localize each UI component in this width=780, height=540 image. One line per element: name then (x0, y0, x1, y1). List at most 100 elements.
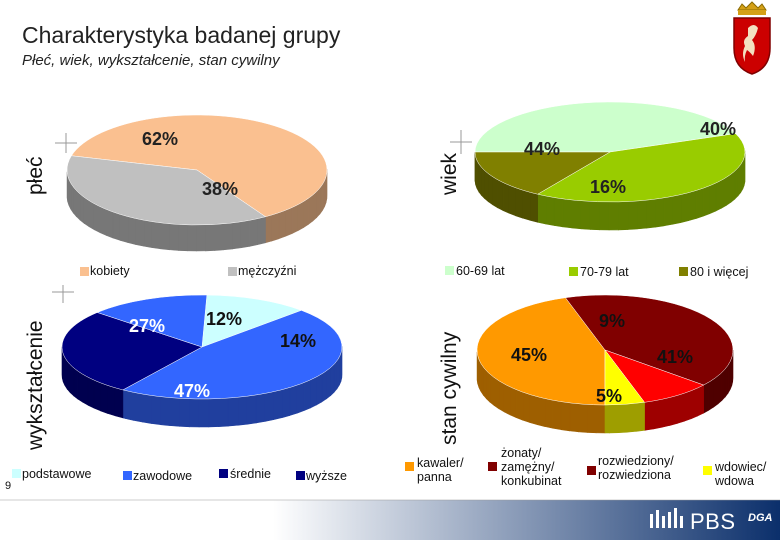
pie-slice (474, 101, 737, 153)
pie-slice-side (312, 190, 317, 222)
pie-slice-side (321, 370, 327, 403)
chart-stan-cywilny: 45% 41% 9% 5% (476, 294, 734, 434)
pie-slice-side (489, 373, 495, 407)
pie-slice-side (562, 198, 573, 229)
pie-slice-side (503, 383, 511, 416)
pie-slice-side (476, 351, 479, 384)
pie-slice-side (569, 402, 579, 433)
data-label: 14% (280, 331, 316, 351)
pie-slice-side (227, 396, 239, 427)
pie-slice-side (79, 193, 85, 224)
pie-slice (564, 294, 734, 386)
pie-slice-side (316, 373, 323, 406)
legend-swatch-70-79 (569, 267, 578, 276)
pie-slice-side (486, 369, 491, 403)
pie-slice-side (661, 397, 671, 428)
chart-plec-title: płeć (24, 156, 47, 195)
pie-slice-side (595, 404, 606, 434)
pie-slice-side (727, 360, 731, 395)
pie-slice-side (75, 189, 81, 221)
legend-label: kobiety (90, 264, 130, 278)
legend-swatch-rozwiedziony (587, 466, 596, 475)
legend-label: 60-69 lat (456, 264, 505, 278)
pie-slice-side (99, 206, 107, 236)
pie-slice-side (72, 185, 77, 218)
pie-slice-side (246, 394, 257, 425)
pie-slice (61, 312, 203, 391)
legend-label: wyższe (306, 469, 347, 483)
pie-slice-side (713, 375, 719, 408)
pie-slice-side (249, 218, 258, 247)
pie-slice-side (646, 198, 656, 229)
pie-slice-side (636, 199, 647, 230)
pie-slice-side (265, 214, 272, 244)
pie-slice-side (151, 395, 161, 426)
legend-label: średnie (230, 467, 271, 481)
pie-slice-side (214, 223, 224, 251)
page-subtitle: Płeć, wiek, wykształcenie, stan cywilny (22, 52, 280, 69)
pie-slice-side (740, 159, 744, 194)
page-title: Charakterystyka badanej grupy (22, 22, 341, 48)
pie-slice-side (297, 201, 304, 232)
pie-slice-side (64, 356, 68, 390)
legend-swatch-60-69 (445, 266, 454, 275)
pie-slice-side (107, 384, 116, 417)
pie-slice-side (703, 381, 709, 414)
pie-slice-side (289, 384, 298, 416)
pie-slice-side (484, 169, 489, 203)
legend-label: rozwiedziony/ rozwiedziona (598, 454, 674, 482)
chart-wyksztalcenie-title: wykształcenie (24, 320, 47, 450)
legend-swatch-kawaler (405, 462, 414, 471)
pie-slice-side (296, 382, 305, 414)
pie-slice-side (208, 398, 219, 428)
legend-label: wdowiec/ wdowa (715, 460, 767, 488)
pie-slice-side (726, 173, 732, 206)
pie-slice-side (278, 209, 286, 240)
pie-slice (476, 297, 606, 406)
pie-slice-side (626, 403, 637, 433)
pie-slice-side (580, 200, 591, 230)
legend-swatch-srednie (219, 469, 228, 478)
data-label: 62% (142, 129, 178, 149)
pie-slice-side (669, 394, 678, 426)
data-label: 47% (174, 381, 210, 401)
pie-slice-side (697, 384, 704, 417)
pie-slice-side (663, 195, 673, 227)
pie-slice-side (271, 212, 280, 242)
pie-slice (536, 133, 746, 203)
pie-slice-side (522, 189, 531, 221)
pie-slice-side (724, 364, 729, 398)
coat-of-arms-logo (733, 1, 771, 75)
pie-slice-side (721, 176, 727, 209)
pie-slice-side (509, 386, 517, 419)
pie-slice-side (257, 216, 266, 246)
pie-slice-side (112, 211, 121, 241)
pie-slice-side (478, 162, 482, 197)
pie-slice-side (281, 387, 291, 419)
pie-slice-side (529, 394, 538, 426)
pie-slice-side (264, 391, 274, 422)
pie-slice-side (498, 380, 505, 413)
pie-slice-side (119, 213, 129, 243)
pie-slice-side (544, 398, 554, 429)
pie-slice (71, 114, 328, 218)
pie-slice-side (106, 208, 114, 239)
pie-slice (122, 310, 343, 400)
pie-slice-side (515, 389, 524, 421)
data-label: 40% (700, 119, 736, 139)
pie-slice-side (715, 179, 722, 212)
pie-slice-side (515, 187, 523, 219)
pie-slice (201, 294, 303, 348)
pie-slice-side (502, 182, 510, 214)
pie-slice-side (310, 376, 317, 409)
pie-slice-side (82, 373, 89, 406)
pie-slice-side (143, 219, 153, 248)
pie-slice-side (218, 397, 229, 427)
pie-slice-side (645, 400, 655, 431)
legend-label: 70-79 lat (580, 265, 629, 279)
pie-slice-side (88, 200, 95, 231)
data-label: 16% (590, 177, 626, 197)
pie-slice-side (133, 392, 143, 423)
pie-slice-side (179, 398, 190, 428)
pie-slice-side (737, 163, 742, 197)
